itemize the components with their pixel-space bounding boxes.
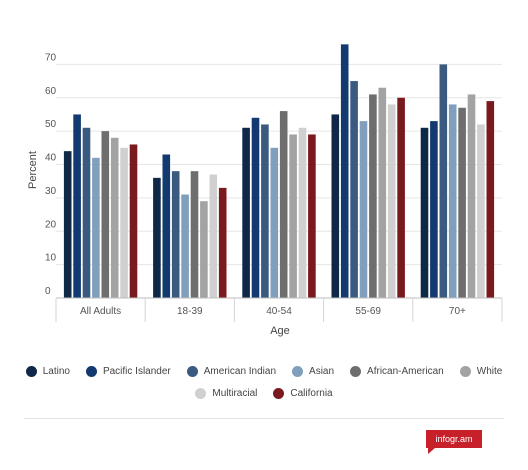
- x-tick-label: 40-54: [266, 306, 292, 317]
- legend-swatch: [350, 365, 362, 377]
- bar: [420, 127, 429, 298]
- bar: [171, 171, 180, 298]
- legend-swatch: [292, 365, 304, 377]
- y-tick-label: 40: [45, 153, 57, 164]
- legend-swatch: [459, 365, 471, 377]
- infogram-logo[interactable]: infogr.am: [426, 430, 482, 448]
- bar: [82, 127, 91, 298]
- bar: [308, 134, 316, 298]
- bar: [63, 151, 72, 298]
- legend-label: African-American: [367, 365, 444, 377]
- bar: [73, 114, 81, 298]
- x-axis-title: Age: [270, 325, 290, 337]
- bar: [251, 117, 260, 299]
- bar: [378, 87, 387, 298]
- bar: [387, 104, 396, 298]
- bars: [63, 44, 495, 299]
- bar: [101, 131, 110, 298]
- bar: [120, 147, 128, 298]
- y-tick-label: 0: [45, 286, 51, 297]
- bar: [298, 127, 307, 298]
- legend-swatch: [85, 365, 97, 377]
- legend-swatch: [195, 387, 207, 399]
- bar: [209, 174, 218, 298]
- legend-item[interactable]: Pacific Islander: [85, 365, 171, 377]
- legend-label: California: [290, 387, 333, 399]
- legend-item[interactable]: White: [459, 365, 503, 377]
- legend-item[interactable]: Latino: [25, 365, 70, 377]
- bar: [110, 137, 119, 298]
- y-tick-label: 60: [45, 86, 57, 97]
- bar: [261, 124, 269, 298]
- bar: [477, 124, 485, 298]
- y-tick-label: 10: [45, 253, 57, 264]
- bar: [448, 104, 457, 298]
- x-tick-label: 18-39: [177, 306, 203, 317]
- legend-swatch: [186, 365, 198, 377]
- bar: [331, 114, 340, 298]
- bar: [458, 107, 466, 298]
- logo-tail: [428, 448, 435, 454]
- bar: [92, 157, 100, 298]
- legend-label: Multiracial: [212, 387, 258, 399]
- y-tick-label: 30: [45, 186, 57, 197]
- x-tick-label: 55-69: [355, 306, 381, 317]
- bar: [359, 121, 368, 298]
- legend-item[interactable]: Asian: [292, 365, 335, 377]
- legend-item[interactable]: American Indian: [186, 365, 277, 377]
- legend-row: Latino Pacific Islander American Indian Asi…: [24, 360, 504, 382]
- legend-label: Pacific Islander: [102, 365, 171, 377]
- bar: [270, 147, 279, 298]
- legend-row: Multiracial California: [24, 382, 504, 404]
- legend-label: Asian: [309, 365, 335, 377]
- bar: [467, 94, 476, 298]
- legend-label: White: [476, 365, 503, 377]
- legend-item[interactable]: California: [273, 387, 333, 399]
- y-tick-label: 20: [45, 219, 57, 230]
- bar: [397, 97, 405, 298]
- legend-swatch: [273, 387, 285, 399]
- bar: [218, 187, 227, 298]
- y-tick-label: 70: [45, 52, 57, 63]
- bar-chart: 0 10 20 30 40 50 60 70 All Adults 18-39 40-54 55-6…: [27, 44, 503, 337]
- bar: [350, 81, 358, 298]
- x-tick-label: All Adults: [80, 306, 121, 317]
- bar: [486, 101, 495, 299]
- legend-item[interactable]: African-American: [350, 365, 444, 377]
- x-axis: All Adults 18-39 40-54 55-69 70+: [55, 297, 503, 322]
- y-tick-label: 50: [45, 119, 57, 130]
- footer-divider: [24, 418, 504, 419]
- bar: [369, 94, 377, 298]
- bar: [162, 154, 171, 298]
- y-axis-title: Percent: [27, 151, 39, 189]
- legend: Latino Pacific Islander American Indian Asi…: [24, 360, 504, 404]
- bar: [129, 144, 138, 298]
- bar: [153, 177, 161, 298]
- bar: [439, 64, 448, 298]
- x-tick-label: 70+: [449, 306, 466, 317]
- bar: [200, 201, 208, 298]
- bar: [190, 171, 199, 298]
- bar: [430, 121, 438, 298]
- y-axis-ticks: 0 10 20 30 40 50 60 70: [45, 52, 57, 297]
- legend-label: American Indian: [203, 365, 277, 377]
- bar: [279, 111, 288, 298]
- bar: [181, 194, 189, 298]
- legend-item[interactable]: Multiracial: [195, 387, 258, 399]
- legend-swatch: [25, 365, 37, 377]
- legend-label: Latino: [42, 365, 70, 377]
- bar: [289, 134, 297, 298]
- bar: [340, 44, 349, 298]
- bar: [242, 127, 250, 298]
